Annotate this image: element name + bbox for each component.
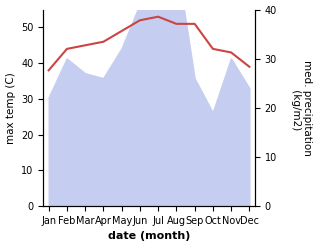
Y-axis label: med. precipitation
 (kg/m2): med. precipitation (kg/m2) bbox=[291, 60, 313, 156]
X-axis label: date (month): date (month) bbox=[108, 231, 190, 242]
Y-axis label: max temp (C): max temp (C) bbox=[5, 72, 16, 144]
